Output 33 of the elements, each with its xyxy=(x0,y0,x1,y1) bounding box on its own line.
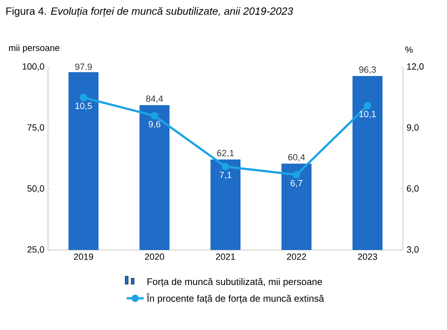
data-label: 96,3 xyxy=(359,66,376,74)
x-tick-label: 2022 xyxy=(286,254,306,260)
y2-tick-label: 6,0 xyxy=(406,185,419,193)
y-tick-label: 50,0 xyxy=(27,185,44,193)
data-label: 62,1 xyxy=(217,150,234,158)
point xyxy=(292,171,300,178)
data-label: 10,1 xyxy=(359,110,376,118)
y2-tick-label: 9,0 xyxy=(406,124,419,132)
chart-title: Figura 4. Evoluția forței de muncă subutilizate, anii 2019-2023 xyxy=(6,6,294,18)
point xyxy=(80,94,88,102)
data-label: 10,5 xyxy=(75,102,92,110)
y2-axis-title: % xyxy=(405,46,413,53)
point xyxy=(222,162,230,170)
point xyxy=(150,112,158,120)
data-label: 9,6 xyxy=(148,121,160,128)
y2-tick-label: 12,0 xyxy=(407,63,424,71)
data-label: 97.9 xyxy=(75,64,92,70)
data-label: 7,1 xyxy=(220,172,232,180)
x-tick-label: 2020 xyxy=(144,254,164,260)
y2-tick-label: 3,0 xyxy=(406,246,419,254)
legend-label: Forța de muncă subutilizată, mii persoane xyxy=(148,278,322,287)
legend-label: În procente față de forța de muncă extinsă xyxy=(146,293,324,304)
data-label: 6,7 xyxy=(290,180,302,188)
data-label: 60,4 xyxy=(288,154,305,162)
y-tick-label: 25,0 xyxy=(27,246,44,254)
y-tick-label: 100,0 xyxy=(22,63,44,71)
x-tick-label: 2019 xyxy=(74,254,94,260)
point xyxy=(364,102,372,110)
x-tick-label: 2023 xyxy=(358,254,378,260)
data-label: 84,4 xyxy=(146,95,163,103)
y-axis-title: mii persoane xyxy=(9,44,60,53)
x-tick-label: 2021 xyxy=(216,254,236,260)
y-tick-label: 75,0 xyxy=(27,124,44,132)
